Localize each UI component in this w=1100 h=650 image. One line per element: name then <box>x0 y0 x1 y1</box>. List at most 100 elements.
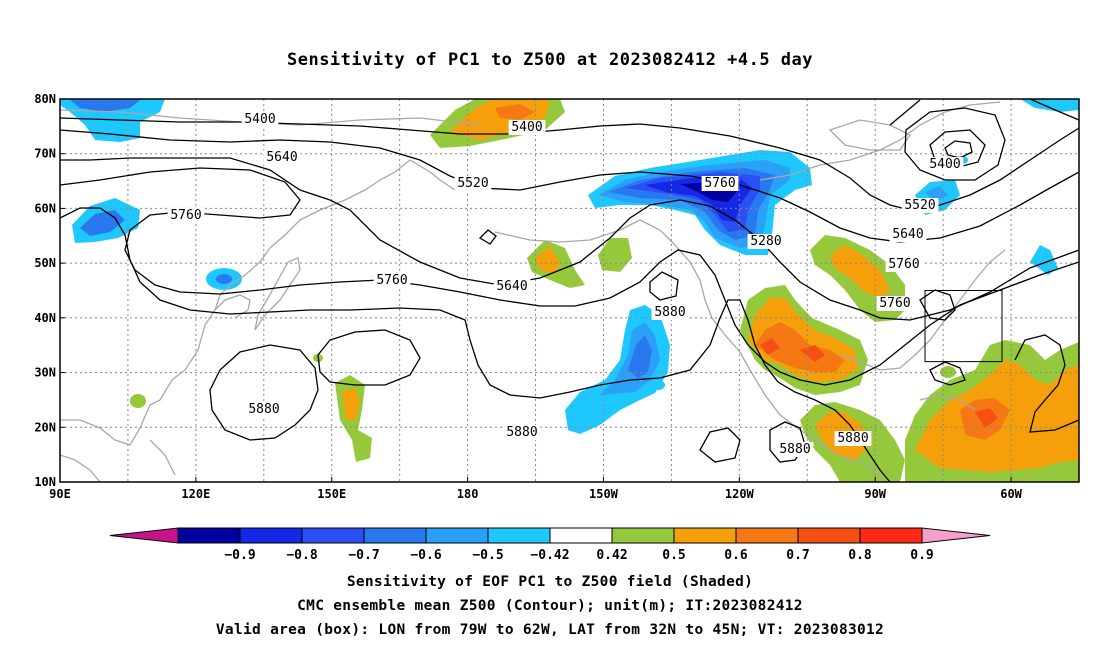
contour-label: 5640 <box>892 227 923 242</box>
caption-line-3: Valid area (box): LON from 79W to 62W, L… <box>215 622 885 638</box>
coastline <box>494 219 641 243</box>
colorbar-segment <box>921 527 991 544</box>
lat-label: 20N <box>34 420 56 434</box>
coastline <box>149 439 176 476</box>
colorbar-segment <box>425 527 489 544</box>
lon-label: 180 <box>457 487 479 501</box>
contour-line <box>60 207 891 482</box>
lon-label: 150W <box>589 487 619 501</box>
colorbar-segment <box>487 527 551 544</box>
contour-label-bg <box>454 176 492 191</box>
contour-label: 5400 <box>511 120 542 135</box>
valid-area-box <box>924 290 1003 363</box>
neg-shade <box>70 100 140 112</box>
contour-line <box>1014 334 1079 433</box>
longitude-labels: 90E 120E 150E 180 150W 120W 90W 60W <box>49 477 1023 501</box>
coastline <box>919 394 976 411</box>
coastline <box>839 249 1006 371</box>
contour-line <box>209 344 319 441</box>
contour-line <box>60 157 1079 321</box>
contour-label-bg <box>651 305 689 320</box>
contour-label-bg <box>241 112 279 127</box>
colorbar-label: 0.9 <box>910 548 933 563</box>
colorbar-label: 0.5 <box>662 548 685 563</box>
colorbar-segment <box>673 527 737 544</box>
neg-shade <box>216 274 232 284</box>
colorbar-label: −0.5 <box>472 548 503 563</box>
contour-label-bg <box>167 208 205 223</box>
colorbar-segment <box>301 527 365 544</box>
colorbar-labels: −0.9 −0.8 −0.7 −0.6 −0.5 −0.42 0.42 0.5 0.6 0.7 0.… <box>224 548 933 563</box>
colorbar-label: −0.6 <box>410 548 441 563</box>
contour-label: 5760 <box>170 208 201 223</box>
colorbar-segment <box>109 527 179 544</box>
lat-label: 30N <box>34 366 56 380</box>
pos-shade <box>495 104 535 120</box>
figure-title: Sensitivity of PC1 to Z500 at 2023082412… <box>286 50 813 70</box>
colorbar-segment <box>549 527 613 544</box>
neg-shade <box>1030 245 1058 275</box>
latitude-labels: 80N 70N 60N 50N 40N 30N 20N 10N <box>34 92 65 489</box>
pos-shade <box>755 322 845 372</box>
colorbar-segment <box>611 527 675 544</box>
colorbar-label: −0.7 <box>348 548 379 563</box>
lat-label: 60N <box>34 201 56 215</box>
colorbar-segment <box>177 527 241 544</box>
pos-shade <box>800 345 825 362</box>
colorbar-label: −0.9 <box>224 548 255 563</box>
colorbar <box>109 527 991 544</box>
contour-label: 5760 <box>376 273 407 288</box>
contour-label-bg <box>493 279 531 294</box>
neg-shade <box>628 335 652 378</box>
coastline <box>214 294 251 319</box>
neg-shade <box>925 186 948 202</box>
lon-label: 90E <box>49 487 71 501</box>
colorbar-label: 0.42 <box>596 548 627 563</box>
map-frame <box>59 98 1080 483</box>
neg-shade <box>60 99 165 142</box>
contour-labels: 5400 5400 5640 5520 5760 5760 5760 5880 5280 5400… <box>167 112 964 457</box>
lon-label: 60W <box>1000 487 1022 501</box>
contour-label-bg <box>701 176 739 191</box>
contour-label-bg <box>834 431 872 446</box>
contour-line <box>60 167 1079 386</box>
contour-label-bg <box>747 234 785 249</box>
coastline <box>60 454 101 482</box>
lat-label: 10N <box>34 475 56 489</box>
contour-label-bg <box>926 157 964 172</box>
coastline <box>639 219 816 441</box>
colorbar-label: −0.42 <box>530 548 569 563</box>
contour-label: 5760 <box>888 257 919 272</box>
contour-label: 5880 <box>654 305 685 320</box>
pos-shade <box>535 246 560 274</box>
contour-label-bg <box>263 150 301 165</box>
pos-shade <box>760 338 780 355</box>
colorbar-segment <box>859 527 923 544</box>
contour-label-bg <box>503 425 541 440</box>
coastline <box>814 439 886 482</box>
contour-line <box>60 129 1079 243</box>
colorbar-segment <box>239 527 303 544</box>
contour-label: 5400 <box>929 157 960 172</box>
contour-label: 5520 <box>904 198 935 213</box>
contour-label-bg <box>876 296 914 311</box>
coastlines <box>60 101 1006 482</box>
pos-shade <box>342 388 360 420</box>
colorbar-segment <box>735 527 799 544</box>
lat-label: 70N <box>34 147 56 161</box>
contour-label-bg <box>776 442 814 457</box>
lat-label: 80N <box>34 92 56 106</box>
contour-label: 5880 <box>779 442 810 457</box>
caption-line-1: Sensitivity of EOF PC1 to Z500 field (Sh… <box>346 574 754 590</box>
coastline <box>60 159 411 446</box>
coastline <box>409 159 456 191</box>
contour-line <box>699 427 741 463</box>
lon-label: 120E <box>181 487 210 501</box>
lat-label: 50N <box>34 256 56 270</box>
pos-shade <box>940 366 956 378</box>
colorbar-label: 0.8 <box>848 548 872 563</box>
contour-label: 5520 <box>457 176 488 191</box>
contour-label-bg <box>508 120 546 135</box>
lon-label: 150E <box>317 487 346 501</box>
contour-label: 5760 <box>879 296 910 311</box>
